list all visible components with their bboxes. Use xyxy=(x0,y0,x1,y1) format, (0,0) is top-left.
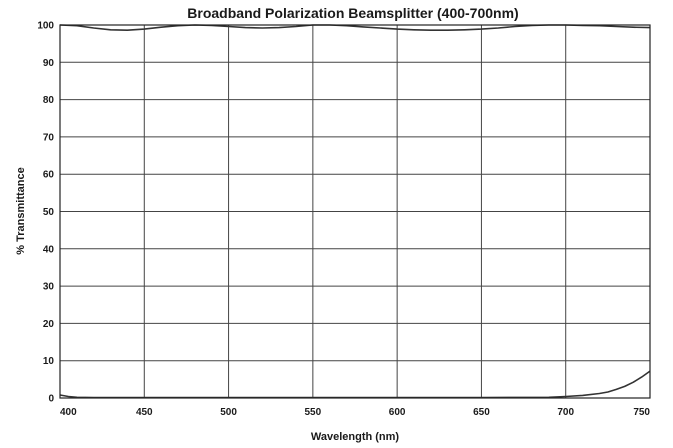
x-tick-label: 550 xyxy=(305,407,322,418)
y-tick-label: 20 xyxy=(43,319,55,330)
y-tick-label: 40 xyxy=(43,244,55,255)
chart-title: Broadband Polarization Beamsplitter (400… xyxy=(187,5,518,21)
y-tick-label: 10 xyxy=(43,356,55,367)
y-axis-label: % Transmittance xyxy=(15,167,27,254)
x-tick-label: 500 xyxy=(220,407,237,418)
y-tick-label: 0 xyxy=(48,394,54,405)
y-tick-label: 70 xyxy=(43,132,55,143)
grid xyxy=(59,24,651,399)
y-tick-label: 60 xyxy=(43,170,55,181)
series-line-0 xyxy=(59,24,651,31)
y-tick-label: 30 xyxy=(43,282,55,293)
series-line-1 xyxy=(59,370,651,399)
x-tick-label: 600 xyxy=(389,407,406,418)
x-axis-label: Wavelength (nm) xyxy=(311,431,400,443)
x-tick-label: 700 xyxy=(557,407,574,418)
tick-labels: 0 10 20 30 40 50 60 70 80 90 100 400 450 500 550 600 650… xyxy=(37,21,650,419)
x-tick-label: 750 xyxy=(633,407,650,418)
y-tick-label: 90 xyxy=(43,58,55,69)
x-tick-label: 400 xyxy=(60,407,77,418)
plot-frame xyxy=(59,24,651,399)
y-tick-label: 100 xyxy=(37,21,54,32)
y-tick-label: 50 xyxy=(43,207,55,218)
x-tick-label: 450 xyxy=(136,407,153,418)
y-tick-label: 80 xyxy=(43,95,55,106)
x-tick-label: 650 xyxy=(473,407,490,418)
